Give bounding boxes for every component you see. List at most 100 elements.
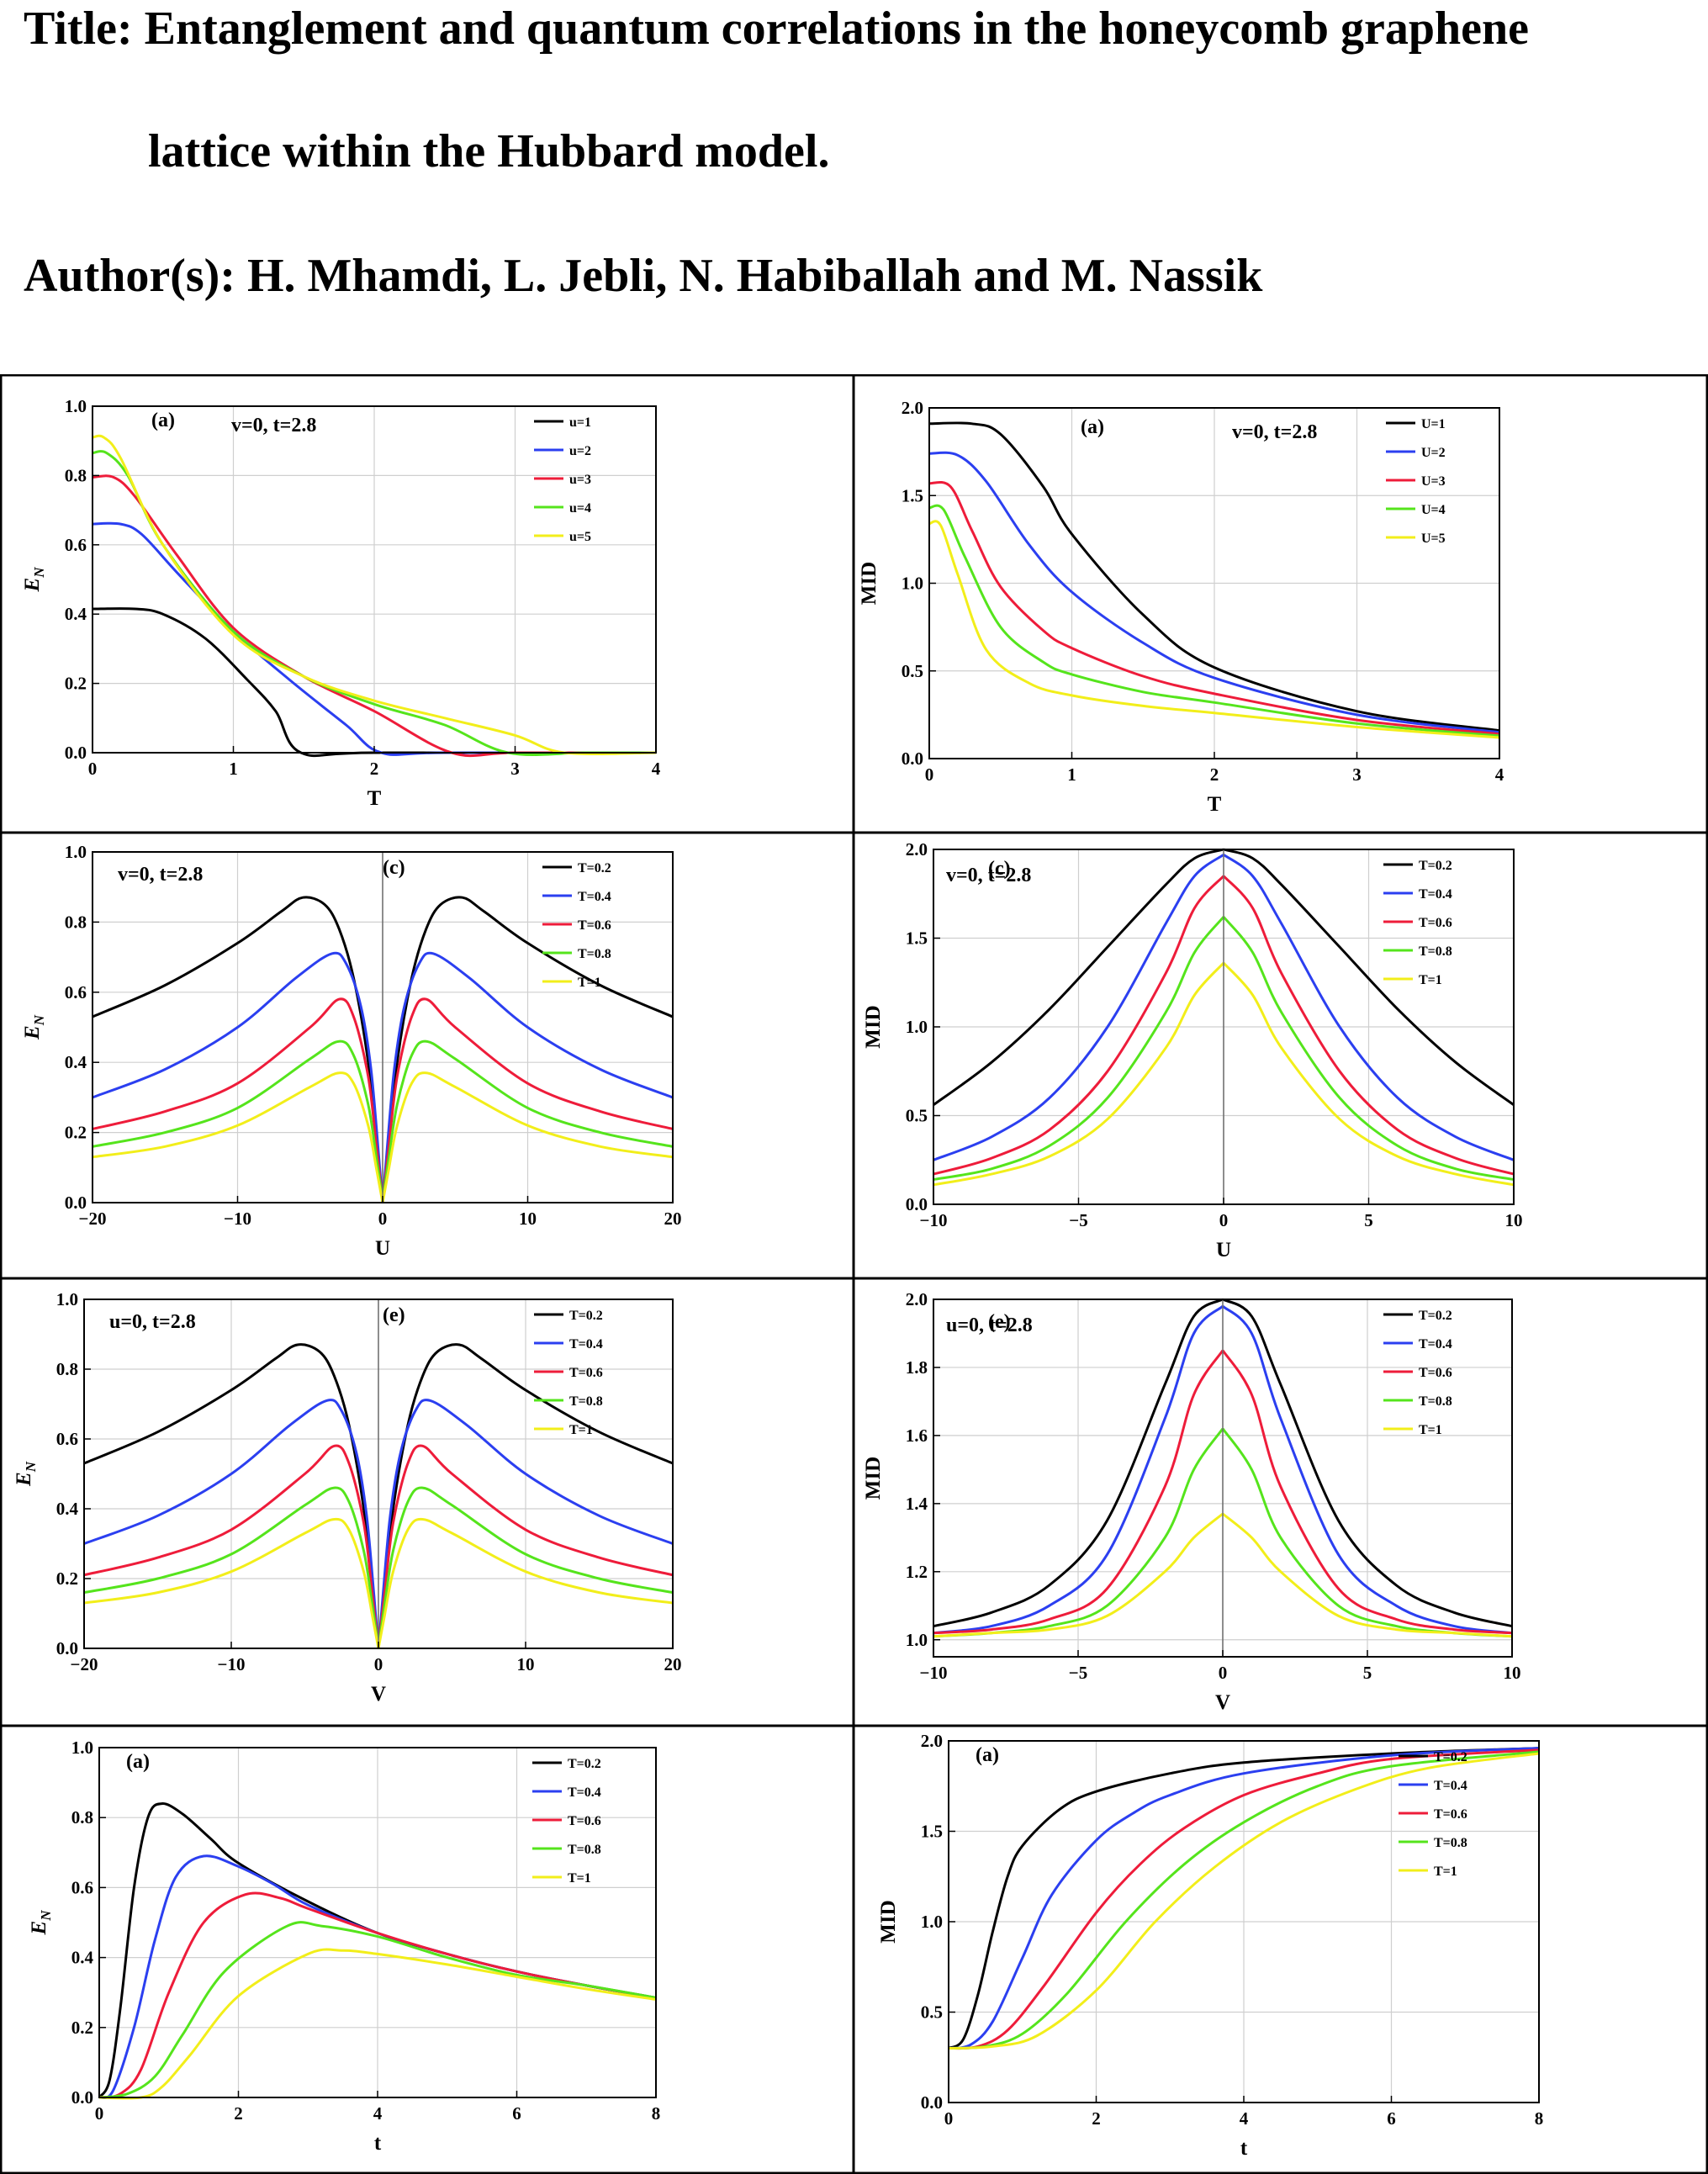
panel-borders (0, 374, 1708, 2174)
series-line-T=1 (948, 1752, 1540, 2050)
legend-entry: T=0.2 (569, 1309, 603, 1323)
series-line-T=0.4 (948, 1747, 1540, 2050)
series-line-T=0.2-left (933, 1298, 1224, 1628)
y-tick-label: 0.8 (71, 1807, 93, 1828)
y-tick-label: 0.6 (56, 1429, 78, 1449)
y-tick-label: 1.0 (906, 1630, 928, 1650)
legend-entry: T=1 (568, 1871, 591, 1886)
series-line-T=0.4-right (1223, 854, 1515, 1161)
x-tick-label: 4 (652, 759, 661, 779)
legend-entry: T=0.2 (578, 861, 611, 875)
y-tick-label: 0.6 (65, 535, 87, 555)
y-tick-label: 0.0 (906, 1194, 928, 1214)
panel-label: (c) (383, 857, 405, 879)
series-line-T=1 (98, 1948, 657, 2100)
x-tick-label: 2 (370, 759, 379, 779)
x-axis-label: t (374, 2132, 382, 2155)
y-tick-label: 0.6 (65, 982, 87, 1002)
y-tick-label: 1.5 (902, 485, 923, 505)
legend-entry: T=0.6 (569, 1366, 603, 1380)
x-tick-label: 1 (229, 759, 238, 779)
legend-entry: U=4 (1421, 503, 1446, 517)
legend: T=0.2 T=0.4 T=0.6 T=0.8 T=1 (1399, 1750, 1467, 1879)
legend-entry: T=0.2 (568, 1757, 601, 1771)
series-line-T=0.4-left (933, 854, 1224, 1161)
y-tick-label: 0.4 (56, 1499, 79, 1519)
y-tick-label: 0.4 (65, 1052, 87, 1072)
y-tick-label: 2.0 (906, 839, 928, 860)
y-axis-label: MID (862, 1005, 885, 1048)
series-line-T=0.4-left (92, 951, 384, 1203)
legend: T=0.2 T=0.4 T=0.6 T=0.8 T=1 (542, 861, 611, 990)
series-line-T=0.8-left (92, 1039, 384, 1203)
series-line-T=0.4-right (1221, 1304, 1513, 1635)
parameter-label: v=0, t=2.8 (118, 864, 203, 886)
series-line-T=1-right (1222, 961, 1515, 1187)
legend-entry: u=3 (569, 473, 591, 487)
series-line-U=4 (928, 504, 1500, 738)
series-line-U=2 (928, 451, 1500, 734)
series-line-T=0.8-right (1222, 916, 1515, 1181)
x-tick-label: 0 (944, 2108, 954, 2129)
series-line-T=1-left (933, 1512, 1224, 1638)
y-axis-label: EN (21, 1014, 47, 1040)
y-tick-label: 1.0 (65, 842, 87, 862)
y-axis-label: EN (21, 567, 47, 593)
legend-entry: T=0.6 (1434, 1807, 1467, 1822)
series-line-T=0.8-right (377, 1486, 674, 1649)
x-axis-label: U (1216, 1239, 1231, 1262)
series-line-T=0.6 (948, 1748, 1540, 2050)
charts-layer: 0 1 2 3 4 0.0 0.2 0.4 0.6 0.8 1.0 T EN (a) v=0, t=2.8 u… (13, 396, 1543, 2160)
x-tick-label: 10 (1505, 1210, 1523, 1230)
x-axis-label: V (1215, 1691, 1230, 1714)
panel-label: (e) (383, 1304, 405, 1326)
legend: T=0.2 T=0.4 T=0.6 T=0.8 T=1 (1383, 1309, 1452, 1437)
x-tick-label: −20 (71, 1654, 98, 1674)
panel-label: (a) (1081, 416, 1104, 438)
x-axis-label: T (368, 787, 382, 810)
x-axis-label: t (1240, 2137, 1248, 2160)
legend-entry: u=2 (569, 444, 591, 458)
y-tick-label: 0.2 (65, 674, 87, 694)
series-line-T=0.2-left (933, 848, 1224, 1107)
y-tick-label: 1.0 (65, 396, 87, 416)
y-tick-label: 0.6 (71, 1877, 93, 1897)
legend-entry: T=0.8 (1434, 1836, 1467, 1850)
panel-label: (a) (976, 1744, 999, 1766)
series-line-U=5 (928, 520, 1500, 739)
legend: u=1 u=2 u=3 u=4 u=5 (534, 415, 591, 544)
y-tick-label: 0.5 (902, 661, 923, 681)
series-line-T=1-left (83, 1517, 380, 1649)
legend-entry: u=1 (569, 415, 591, 430)
chart-1: 0 1 2 3 4 0.0 0.2 0.4 0.6 0.8 1.0 T EN (a) v=0, t=2.8 u… (21, 396, 661, 810)
x-tick-label: −10 (224, 1209, 251, 1229)
x-tick-label: 3 (510, 759, 520, 779)
y-tick-label: 2.0 (902, 398, 923, 418)
series-line-T=0.4-right (377, 1399, 674, 1649)
series-line-T=1-left (92, 1071, 384, 1203)
y-tick-label: 1.5 (921, 1822, 943, 1842)
x-tick-label: 10 (517, 1654, 535, 1674)
y-tick-label: 0.0 (56, 1638, 78, 1658)
title-line-1: Title: Entanglement and quantum correlat… (24, 3, 1530, 55)
legend-entry: T=0.4 (1419, 887, 1452, 902)
panel-label: (a) (151, 410, 175, 431)
series-line-U=1 (928, 421, 1500, 733)
x-tick-label: 5 (1364, 1210, 1373, 1230)
title-line-2: lattice within the Hubbard model. (148, 125, 830, 177)
x-axis-label: V (371, 1683, 386, 1706)
x-tick-label: −10 (920, 1663, 948, 1683)
series-line-T=1-right (1222, 1512, 1513, 1638)
series-line-T=0.6-right (377, 1444, 674, 1649)
chart-6: −10 −5 0 5 10 1.0 1.2 1.4 1.6 1.8 2.0 V MID (e)u=0, t… (862, 1289, 1521, 1714)
series-line-T=0.6-left (933, 1349, 1224, 1635)
panel-label: (e) (988, 1311, 1011, 1333)
authors-line: Author(s): H. Mhamdi, L. Jebli, N. Habib… (24, 250, 1263, 302)
y-tick-label: 1.2 (906, 1562, 928, 1582)
legend-entry: T=1 (1434, 1865, 1457, 1879)
series-line-T=0.6-left (92, 997, 384, 1203)
legend-entry: T=0.4 (1419, 1337, 1452, 1351)
legend-entry: T=0.2 (1434, 1750, 1467, 1764)
series-line-T=0.4-left (933, 1304, 1224, 1635)
y-tick-label: 1.0 (921, 1912, 943, 1932)
